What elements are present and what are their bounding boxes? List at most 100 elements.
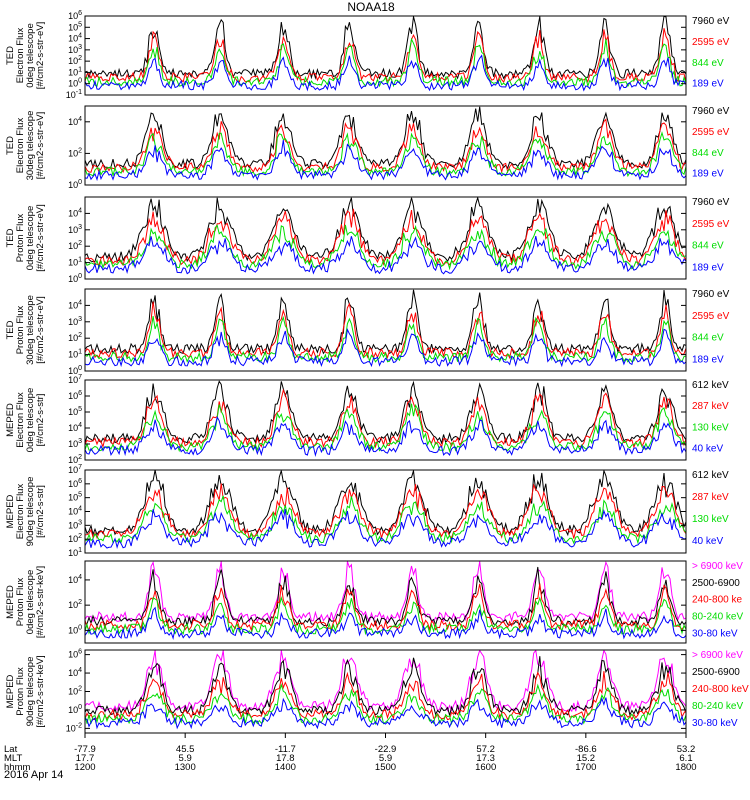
series-2500-6900-trace <box>85 566 686 628</box>
x-axis-mlt-value: 17.7 <box>76 753 95 764</box>
series-7960-ev-trace <box>85 106 686 170</box>
series-189-ev-trace <box>85 235 686 275</box>
y-axis-label-line: 0deg telescope <box>25 388 36 452</box>
y-axis-label-line: Proton Flux <box>15 213 26 262</box>
panel-8: 10-2 100 102 104 106 MEPED Proton Flux 90deg te… <box>5 649 749 734</box>
x-axis-row-label: Lat <box>4 744 18 755</box>
legend-entry: 189 eV <box>692 354 724 365</box>
y-tick-label: 101 <box>68 547 82 558</box>
y-tick-label: 102 <box>68 533 82 544</box>
panel-7-ylabel: MEPED Proton Flux 0deg telescope [#/cm2-s-s… <box>5 566 46 638</box>
y-tick-label: 104 <box>68 667 82 678</box>
y-axis-label-line: Electron Flux <box>15 28 26 84</box>
y-tick-label: 102 <box>68 599 82 610</box>
legend-entry: 7960 eV <box>692 197 730 208</box>
series-844-ev-trace <box>85 131 686 178</box>
y-axis-label-line: MEPED <box>5 403 16 437</box>
legend-entry: 80-240 keV <box>692 701 743 712</box>
legend-entry: 240-800 keV <box>692 684 749 695</box>
y-tick-label: 102 <box>68 147 82 158</box>
x-axis-hhmm-value: 1600 <box>475 762 496 773</box>
x-axis-mlt-value: 5.9 <box>179 753 192 764</box>
y-axis-label-line: [#/cm2-s-str-eV] <box>35 22 46 90</box>
x-axis-mlt-value: 17.3 <box>476 753 495 764</box>
panel-5-frame <box>84 379 687 461</box>
x-axis-lat-value: -86.6 <box>575 744 597 755</box>
y-tick-label: 10-2 <box>66 722 82 733</box>
x-axis-mlt-value: 17.8 <box>276 753 295 764</box>
y-axis-label-line: MEPED <box>5 674 16 708</box>
y-axis-label-line: 0deg telescope <box>25 23 36 87</box>
y-tick-label: 101 <box>68 257 82 268</box>
legend-entry: 844 eV <box>692 148 724 159</box>
y-axis-label-line: [#/cm2-s-str-eV] <box>35 112 46 180</box>
legend-entry: 844 eV <box>692 58 724 69</box>
series-30-80-kev-trace <box>85 697 686 730</box>
y-axis-label-line: Proton Flux <box>15 577 26 626</box>
y-tick-label: 100 <box>68 365 82 376</box>
panel-4-data <box>85 289 686 368</box>
y-tick-label: 103 <box>68 44 82 55</box>
y-tick-label: 10-1 <box>66 89 82 100</box>
series-287-kev-trace <box>85 483 686 541</box>
series-844-ev-trace <box>85 315 686 364</box>
legend-entry: 2595 eV <box>692 311 730 322</box>
legend-entry: 130 keV <box>692 422 729 433</box>
panel-6-frame <box>84 469 687 554</box>
series-7960-ev-trace <box>85 16 686 80</box>
series-844-ev-trace <box>85 37 686 88</box>
panel-5: 102 103 104 105 106 107 MEPED Electron Flux 0deg… <box>5 374 729 465</box>
y-axis-label-line: 30deg telescope <box>25 295 36 365</box>
series-240-800-ke-trace <box>85 583 686 632</box>
x-axis-lat-value: 45.5 <box>176 744 195 755</box>
panel-3-frame <box>84 196 687 280</box>
legend-entry: 2500-6900 <box>692 578 740 589</box>
y-tick-label: 104 <box>68 506 82 517</box>
series-30-80-kev-trace <box>85 606 686 640</box>
legend-entry: 40 keV <box>692 444 723 455</box>
y-tick-label: 103 <box>68 224 82 235</box>
x-axis-lat-value: -77.9 <box>74 744 96 755</box>
x-axis-mlt-value: 15.2 <box>577 753 596 764</box>
y-tick-label: 106 <box>68 10 82 21</box>
y-axis-label-line: 90deg telescope <box>25 477 36 547</box>
y-tick-label: 106 <box>68 478 82 489</box>
y-axis-label-line: 30deg telescope <box>25 111 36 181</box>
y-tick-label: 102 <box>68 686 82 697</box>
panel-2-frame <box>84 105 687 186</box>
legend-entry: > 6900 keV <box>692 561 743 572</box>
series-80-240-kev-trace <box>85 683 686 726</box>
y-tick-label: 105 <box>68 406 82 417</box>
series-844-ev-trace <box>85 224 686 271</box>
y-tick-label: 102 <box>68 240 82 251</box>
x-axis-lat-value: -11.7 <box>275 744 296 755</box>
plot-title: NOAA18 <box>347 0 395 14</box>
legend-entry: 2500-6900 <box>692 667 740 678</box>
y-tick-label: 104 <box>68 299 82 310</box>
y-axis-label-line: TED <box>5 136 16 155</box>
y-axis-label-line: TED <box>5 228 16 247</box>
y-axis-label-line: [#/cm2-s-str-eV] <box>35 296 46 364</box>
y-tick-label: 101 <box>68 349 82 360</box>
legend-entry: 189 eV <box>692 169 724 180</box>
series-40-kev-trace <box>85 509 686 550</box>
x-axis-row-label: MLT <box>4 753 22 764</box>
panel-5-ylabel: MEPED Electron Flux 0deg telescope [#/cm2-s… <box>5 388 46 452</box>
panel-2: 100 102 104 TED Electron Flux 30deg telescope… <box>5 105 730 190</box>
panel-1-ylabel: TED Electron Flux 0deg telescope [#/cm2-s-s… <box>5 22 46 90</box>
y-tick-label: 100 <box>68 273 82 284</box>
y-tick-label: 107 <box>68 374 82 385</box>
series-287-kev-trace <box>85 388 686 449</box>
y-tick-label: 101 <box>68 66 82 77</box>
legend-entry: 844 eV <box>692 333 724 344</box>
legend-entry: 189 eV <box>692 79 724 90</box>
legend-entry: 612 keV <box>692 380 729 391</box>
y-tick-label: 104 <box>68 33 82 44</box>
y-tick-label: 104 <box>68 422 82 433</box>
panel-4-frame <box>84 288 687 372</box>
y-tick-label: 103 <box>68 316 82 327</box>
y-axis-label-line: 0deg telescope <box>25 206 36 270</box>
x-axis-lat-value: 53.2 <box>677 744 696 755</box>
legend-entry: 7960 eV <box>692 289 730 300</box>
